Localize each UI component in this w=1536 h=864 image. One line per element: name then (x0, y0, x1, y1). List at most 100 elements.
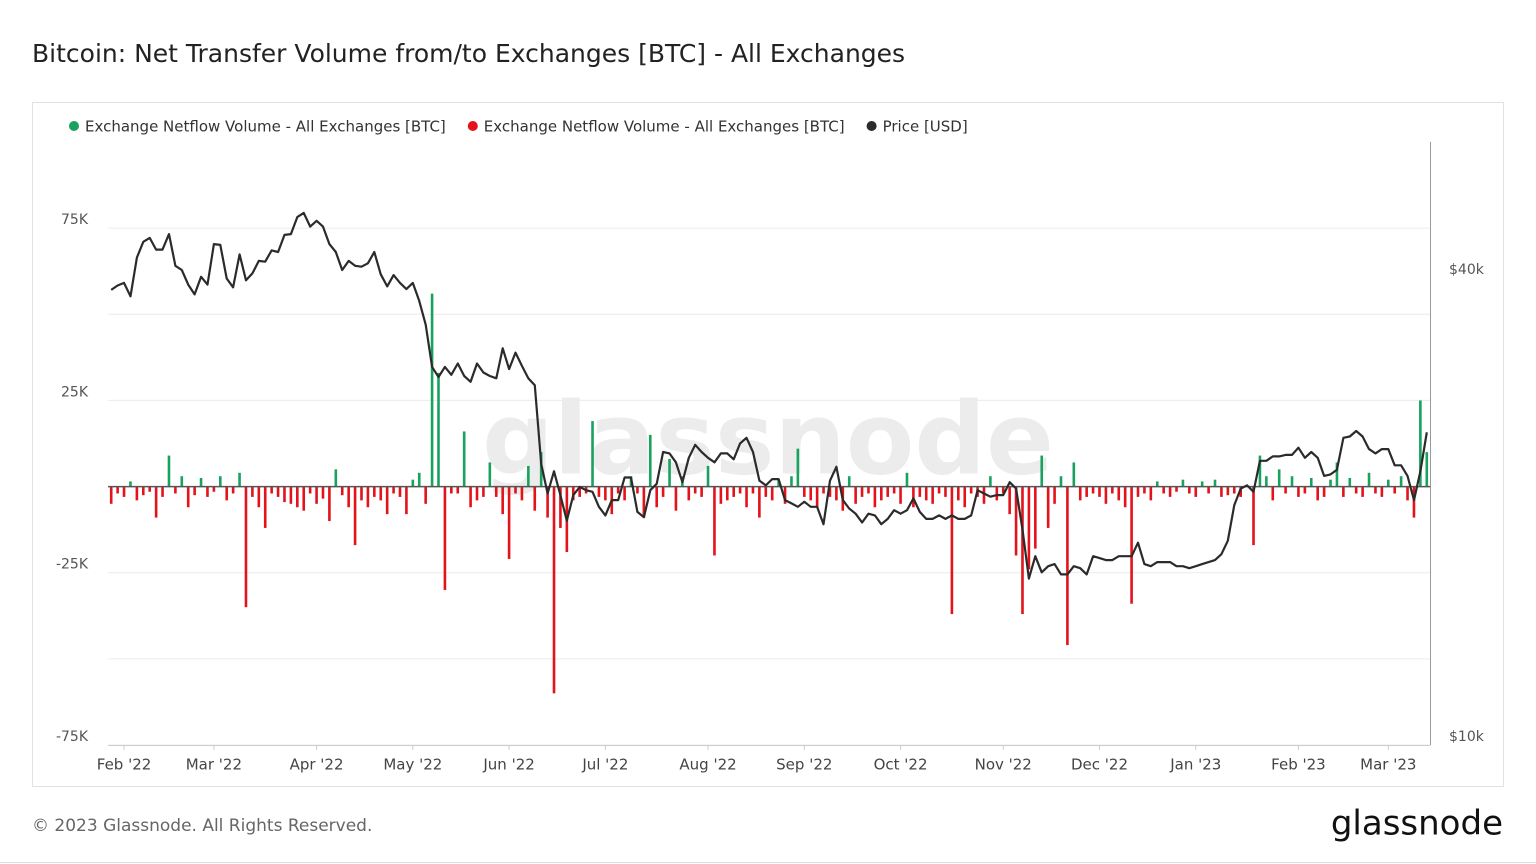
bar (591, 421, 594, 487)
x-tick-label: Jun '22 (482, 756, 534, 774)
bar (334, 469, 338, 487)
bar (1194, 486, 1198, 497)
bar (1034, 486, 1037, 549)
bar (527, 465, 530, 487)
bar (1232, 486, 1236, 494)
bar (199, 477, 203, 487)
bar (790, 476, 793, 487)
bar (905, 472, 909, 487)
bar (1001, 486, 1005, 494)
bar (1181, 479, 1185, 487)
bar (302, 486, 306, 511)
x-tick-label: Nov '22 (975, 756, 1032, 774)
bar (1399, 476, 1403, 487)
bar (116, 486, 119, 494)
bar (1412, 486, 1416, 518)
legend-marker (467, 121, 478, 131)
bar (494, 486, 498, 497)
bar (1098, 486, 1101, 497)
bar (1348, 477, 1352, 487)
bar (713, 486, 716, 556)
bar (1111, 486, 1114, 494)
bar (597, 486, 601, 497)
x-tick-label: Feb '23 (1271, 756, 1326, 774)
bar (847, 476, 851, 487)
bar (1014, 486, 1018, 556)
y-tick-label: -25K (56, 557, 89, 573)
bar (417, 472, 421, 487)
bar (122, 486, 126, 497)
bar (899, 486, 902, 504)
bar (1252, 486, 1255, 546)
bar (802, 486, 806, 497)
bar (283, 486, 286, 503)
bar (777, 479, 780, 487)
bar (539, 452, 543, 487)
bar (1284, 486, 1287, 494)
bar (424, 486, 427, 504)
bar (661, 486, 665, 497)
bar (385, 486, 389, 515)
bar (1046, 486, 1050, 528)
bar (719, 486, 723, 504)
y-tick-label: -75K (56, 729, 89, 745)
bar (225, 486, 229, 501)
bar (1393, 486, 1397, 494)
bar (405, 486, 408, 515)
bar (604, 486, 607, 501)
x-tick-label: Sep '22 (776, 756, 832, 774)
bar (636, 486, 639, 494)
bar (835, 486, 838, 501)
bar (963, 486, 967, 508)
bar (989, 476, 992, 487)
legend-marker (69, 121, 79, 131)
bar (578, 486, 581, 497)
bar (315, 486, 318, 504)
bar (1130, 486, 1133, 604)
bar (109, 486, 113, 504)
bar (931, 486, 934, 504)
bar (1175, 486, 1178, 492)
bar (1136, 486, 1140, 497)
bar (514, 486, 517, 494)
bar (892, 486, 896, 494)
bar (366, 486, 370, 508)
bar (1162, 486, 1165, 494)
chart-title: Bitcoin: Net Transfer Volume from/to Exc… (32, 39, 905, 68)
bar (251, 486, 254, 497)
bar (668, 459, 671, 487)
legend-label: Price [USD] (883, 118, 968, 136)
bar (1149, 486, 1153, 501)
bar (1361, 486, 1364, 497)
legend: Exchange Netflow Volume - All Exchanges … (69, 118, 968, 136)
bar (360, 486, 363, 501)
bar (706, 465, 710, 487)
bar (764, 486, 768, 497)
bar (328, 486, 331, 522)
bar (815, 486, 819, 508)
bar (180, 476, 184, 487)
bar (1220, 486, 1223, 497)
x-tick-label: May '22 (383, 756, 442, 774)
bar (745, 486, 748, 508)
bar (1143, 486, 1146, 494)
bar (969, 486, 973, 494)
bar (462, 431, 466, 487)
bar (1027, 486, 1031, 570)
bar (469, 486, 472, 508)
x-tick-label: Feb '22 (97, 756, 152, 774)
bar (1419, 400, 1422, 487)
x-tick-label: Mar '22 (186, 756, 242, 774)
bar (1053, 486, 1056, 504)
bar (783, 486, 787, 504)
bar (1342, 486, 1345, 497)
bar (507, 486, 511, 559)
bar (1104, 486, 1108, 504)
bar (456, 486, 460, 494)
bar (353, 486, 357, 546)
bar (411, 479, 415, 487)
bar (1226, 486, 1230, 496)
bar (796, 448, 800, 487)
bar (308, 486, 312, 494)
